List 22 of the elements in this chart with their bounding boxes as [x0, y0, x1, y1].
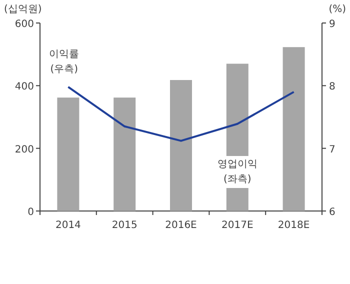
y-axis-title: (십억원) — [4, 4, 42, 15]
y2-tick-label: 8 — [329, 82, 336, 93]
series-label: 이익률 (우측) — [49, 49, 80, 75]
y2-axis-title: (%) — [328, 4, 346, 15]
y-tick-label: 200 — [14, 144, 34, 156]
y2-tick-label: 9 — [329, 19, 336, 30]
y2-tick-label: 6 — [329, 207, 336, 218]
x-tick-label: 2014 — [55, 220, 81, 231]
series-label: 영업이익 (좌측) — [217, 159, 258, 185]
y2-tick-label: 7 — [329, 144, 336, 156]
bar — [170, 80, 192, 211]
x-tick-label: 2017E — [222, 220, 254, 231]
x-tick-label: 2018E — [278, 220, 310, 231]
y-tick-label: 600 — [14, 19, 34, 30]
bar — [114, 98, 136, 211]
y-tick-label: 400 — [14, 82, 34, 93]
bar — [282, 47, 305, 211]
x-tick-label: 2015 — [112, 220, 138, 231]
x-tick-label: 2016E — [165, 220, 197, 231]
bar — [57, 98, 80, 211]
y-tick-label: 0 — [28, 207, 34, 218]
line-series — [67, 86, 295, 142]
